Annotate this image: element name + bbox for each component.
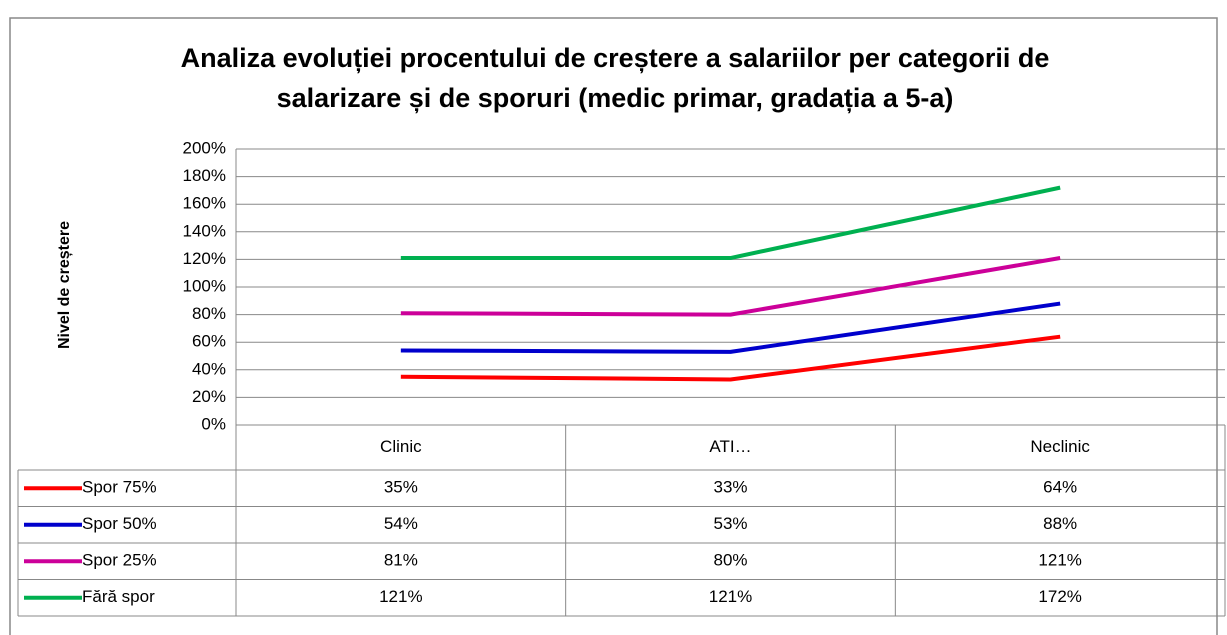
legend-label: Spor 50% (82, 514, 157, 533)
y-tick-label: 40% (192, 359, 226, 378)
x-tick-label: Neclinic (1030, 437, 1090, 456)
table-value: 33% (713, 478, 747, 497)
chart-border (9, 17, 1218, 635)
table-value: 121% (379, 587, 422, 606)
table-value: 88% (1043, 514, 1077, 533)
y-tick-label: 0% (201, 414, 226, 433)
table-value: 121% (709, 587, 752, 606)
y-tick-label: 100% (183, 276, 226, 295)
table-value: 53% (713, 514, 747, 533)
chart-title: Analiza evoluției procentului de creșter… (180, 43, 1050, 113)
table-value: 172% (1038, 587, 1081, 606)
y-tick-label: 20% (192, 387, 226, 406)
legend-label: Fără spor (82, 587, 155, 606)
y-tick-label: 120% (183, 249, 226, 268)
y-tick-label: 60% (192, 332, 226, 351)
table-value: 64% (1043, 478, 1077, 497)
y-tick-label: 180% (183, 166, 226, 185)
y-tick-label: 80% (192, 304, 226, 323)
y-tick-label: 140% (183, 221, 226, 240)
table-value: 54% (384, 514, 418, 533)
table-value: 35% (384, 478, 418, 497)
y-tick-label: 200% (183, 138, 226, 157)
y-tick-label: 160% (183, 194, 226, 213)
x-tick-label: Clinic (380, 437, 422, 456)
table-value: 81% (384, 551, 418, 570)
y-axis-label: Nivel de creștere (56, 221, 73, 349)
legend-label: Spor 75% (82, 478, 157, 497)
table-value: 80% (713, 551, 747, 570)
line-series (400, 334, 1061, 382)
legend-label: Spor 25% (82, 551, 157, 570)
line-series (400, 256, 1061, 317)
x-tick-label: ATI… (709, 437, 751, 456)
table-value: 121% (1038, 551, 1081, 570)
line-series (400, 185, 1061, 261)
line-series (400, 301, 1061, 354)
